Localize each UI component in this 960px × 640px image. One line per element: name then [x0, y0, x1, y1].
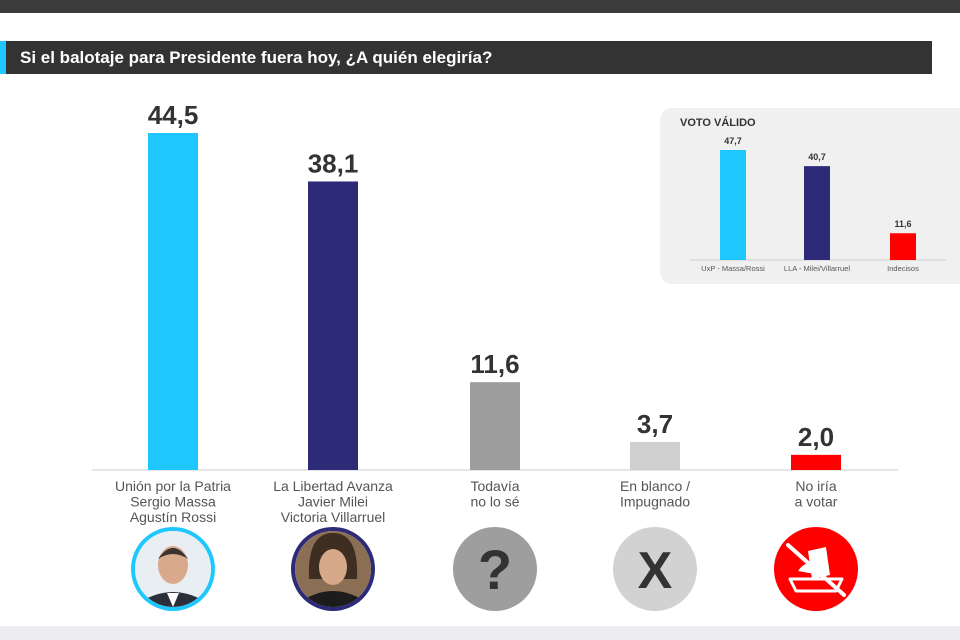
category-label-3-0: En blanco / — [620, 478, 690, 494]
x-mark-icon: X — [613, 527, 697, 611]
value-label-0: 44,5 — [148, 100, 199, 130]
category-label-3-1: Impugnado — [620, 494, 690, 510]
inset-value-label-1: 40,7 — [808, 152, 826, 162]
value-label-4: 2,0 — [798, 422, 834, 452]
svg-text:X: X — [638, 542, 673, 600]
crossed-ballot-box-icon — [774, 527, 858, 611]
inset-category-label-2: Indecisos — [887, 264, 919, 273]
inset-value-label-0: 47,7 — [724, 136, 742, 146]
title-bar: Si el balotaje para Presidente fuera hoy… — [0, 41, 932, 74]
category-label-1-2: Victoria Villarruel — [281, 509, 386, 525]
inset-category-label-1: LLA - Milei/Villarruel — [784, 264, 850, 273]
value-label-2: 11,6 — [470, 349, 519, 379]
bar-3 — [630, 441, 680, 470]
top-bar — [0, 0, 960, 13]
category-label-4-0: No iría — [795, 478, 836, 494]
bar-0 — [148, 133, 198, 470]
inset-value-label-2: 11,6 — [894, 219, 911, 229]
inset-bar-1 — [804, 166, 830, 260]
question-mark-icon: ? — [453, 527, 537, 611]
massa-photo-icon — [131, 527, 215, 611]
inset-bar-2 — [890, 233, 916, 260]
category-label-2-1: no lo sé — [470, 494, 519, 510]
value-label-1: 38,1 — [308, 148, 359, 178]
bottom-strip — [0, 626, 960, 640]
bar-2 — [470, 382, 520, 470]
bar-1 — [308, 181, 358, 471]
category-label-0-2: Agustín Rossi — [130, 509, 216, 525]
category-label-0-1: Sergio Massa — [130, 494, 216, 510]
inset-bar-0 — [720, 150, 746, 260]
chart-title: Si el balotaje para Presidente fuera hoy… — [20, 48, 493, 67]
milei-photo-icon — [291, 527, 375, 611]
category-label-0-0: Unión por la Patria — [115, 478, 231, 494]
inset-category-label-0: UxP - Massa/Rossi — [701, 264, 765, 273]
inset-title: VOTO VÁLIDO — [680, 117, 756, 129]
category-label-4-1: a votar — [795, 494, 838, 510]
bar-4 — [791, 454, 841, 470]
value-label-3: 3,7 — [637, 409, 673, 439]
svg-text:?: ? — [478, 538, 512, 601]
category-label-2-0: Todavía — [470, 478, 519, 494]
category-label-1-1: Javier Milei — [298, 494, 368, 510]
category-label-1-0: La Libertad Avanza — [273, 478, 393, 494]
